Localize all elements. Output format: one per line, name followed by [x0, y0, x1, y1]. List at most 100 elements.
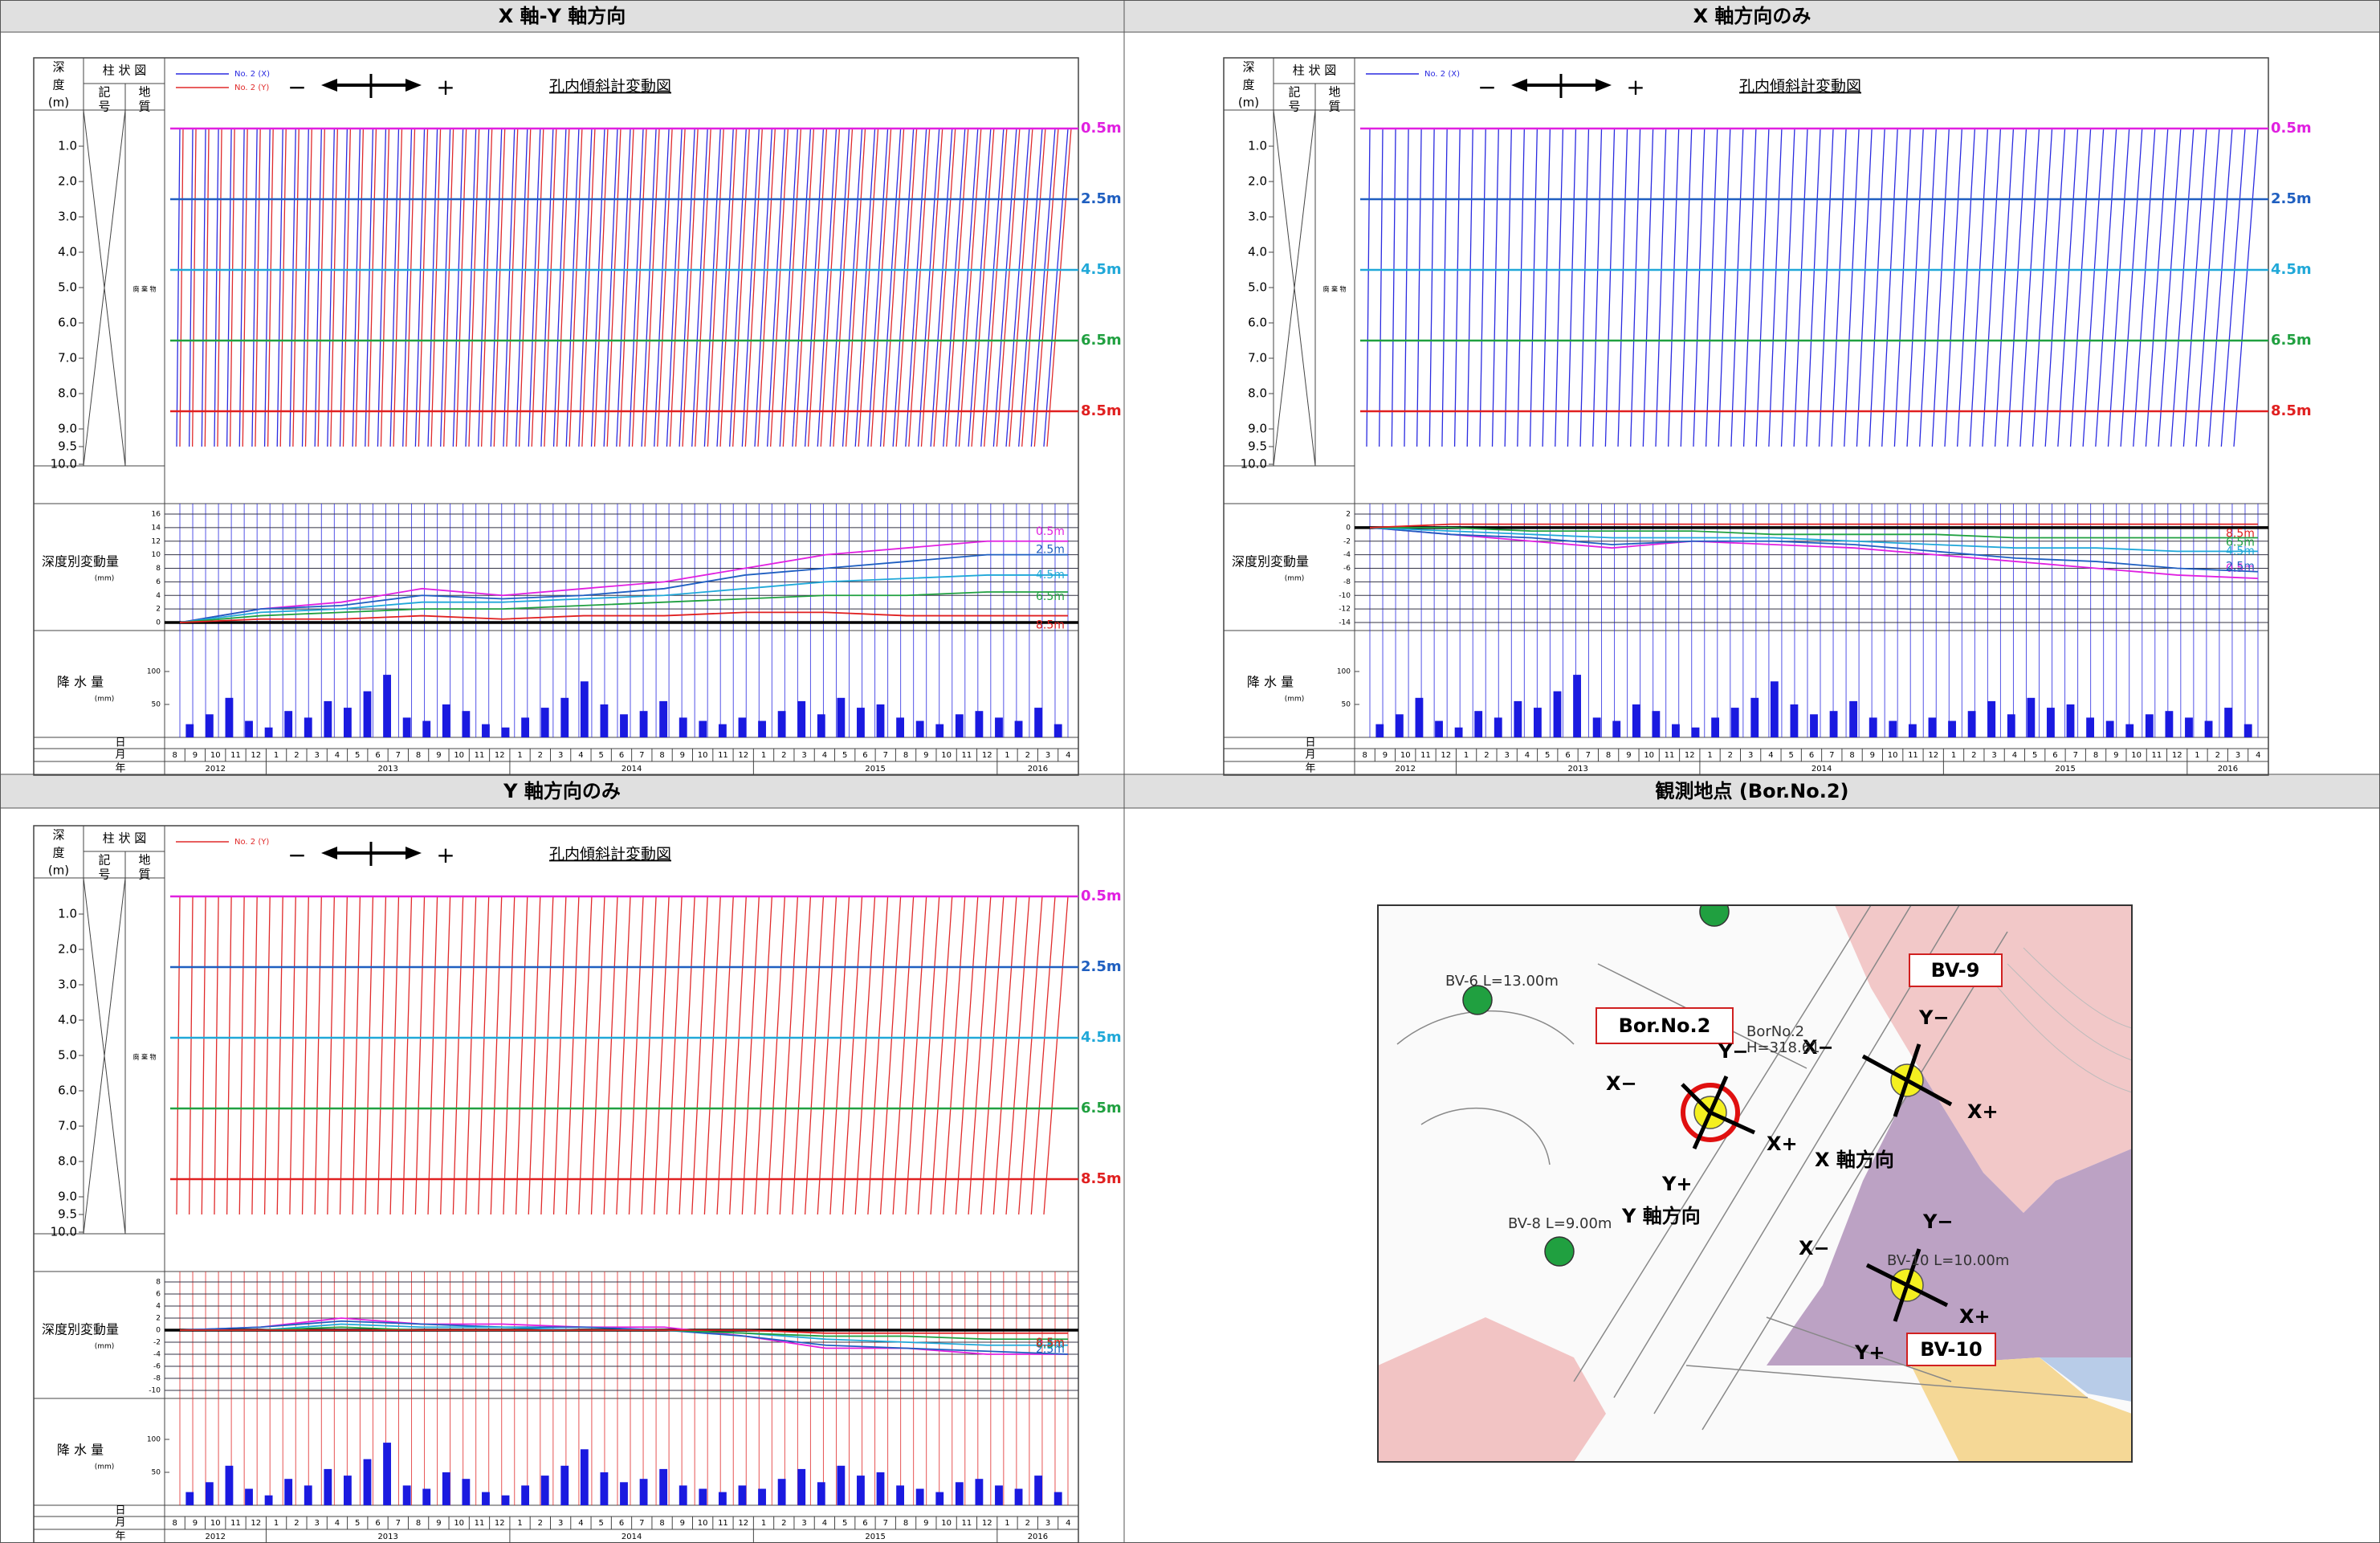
month-label: 8	[659, 1519, 664, 1528]
depth-tick-label: 8.0	[58, 1154, 77, 1169]
y-tick-label: 6	[156, 578, 161, 586]
rain-bar	[1054, 1492, 1062, 1505]
profile-trace	[1480, 129, 1485, 447]
profile-trace	[2196, 129, 2219, 447]
profile-trace	[758, 129, 775, 447]
series-label: 4.5m	[1036, 569, 1065, 582]
year-label: 2013	[1567, 765, 1587, 774]
month-label: 8	[1606, 751, 1611, 760]
month-label: 1	[1005, 751, 1009, 760]
profile-trace	[692, 129, 707, 447]
month-label: 3	[1504, 751, 1509, 760]
borehole	[1700, 897, 1729, 926]
profile-trace	[1505, 129, 1511, 447]
column-header: 深	[52, 60, 64, 75]
rain-bar	[1889, 721, 1897, 738]
rain-bar	[462, 711, 470, 737]
depth-marker-label: 0.5m	[1081, 120, 1122, 137]
y-tick-label: 2	[1346, 511, 1351, 519]
y-tick-label: -6	[1343, 565, 1351, 573]
axis-unit: (mm)	[1285, 575, 1305, 583]
month-label: 7	[396, 1519, 401, 1528]
profile-trace	[541, 129, 553, 447]
month-label: 1	[517, 1519, 522, 1528]
chart-title: 孔内傾斜計変動図	[549, 78, 671, 96]
month-label: 2	[1728, 751, 1733, 760]
row-label: 日	[115, 1505, 125, 1517]
profile-trace	[679, 129, 695, 447]
month-label: 3	[801, 751, 806, 760]
series-label: 8.5m	[2226, 528, 2255, 541]
profile-trace	[730, 896, 747, 1214]
profile-trace	[956, 896, 977, 1214]
month-label: 8	[172, 1519, 177, 1528]
profile-trace	[931, 896, 952, 1214]
profile-trace	[365, 896, 373, 1214]
depth-tick-label: 1.0	[58, 139, 77, 153]
profile-trace	[868, 896, 888, 1214]
rain-bar	[857, 708, 865, 737]
profile-trace	[277, 896, 283, 1214]
profile-trace	[1392, 129, 1396, 447]
profile-trace	[2033, 129, 2052, 447]
profile-trace	[280, 129, 286, 447]
rain-bar	[659, 1469, 667, 1505]
profile-trace	[2045, 129, 2064, 447]
rain-bar	[1554, 692, 1562, 737]
y-tick-label: -6	[153, 1363, 161, 1371]
month-label: 4	[1066, 1519, 1070, 1528]
month-label: 10	[454, 751, 464, 760]
y-tick-label: 14	[152, 524, 161, 532]
column-header: 号	[98, 100, 110, 114]
profile-trace	[1429, 129, 1434, 447]
rain-bar	[1711, 717, 1719, 737]
profile-trace	[277, 129, 283, 447]
profile-trace	[1631, 129, 1640, 447]
column-header: 質	[138, 100, 150, 114]
axis-unit: (mm)	[95, 575, 115, 583]
month-label: 5	[1789, 751, 1794, 760]
row-label: 年	[115, 763, 125, 775]
profile-trace	[569, 129, 582, 447]
profile-trace	[1567, 129, 1575, 447]
chart-title: 孔内傾斜計変動図	[1739, 78, 1861, 96]
profile-trace	[604, 896, 617, 1214]
rain-bar	[896, 1485, 904, 1505]
row-label: 月	[115, 749, 125, 761]
month-label: 11	[475, 751, 485, 760]
rain-bar	[422, 721, 430, 738]
sheet: X 軸-Y 軸方向 X 軸方向のみ Y 軸方向のみ 観測地点 (Bor.No.2…	[0, 0, 2380, 1543]
rain-bar	[857, 1476, 865, 1505]
axis-label: Y−	[1918, 1006, 1950, 1029]
profile-trace	[265, 896, 271, 1214]
rain-bar	[739, 1485, 747, 1505]
depth-tick-label: 2.0	[1248, 174, 1267, 189]
displacement-line	[180, 555, 1068, 623]
depth-tick-label: 1.0	[58, 907, 77, 921]
rain-bar	[226, 698, 234, 737]
column-header: 記	[98, 85, 110, 100]
depth-marker-label: 2.5m	[1081, 190, 1122, 207]
rain-bar	[1015, 1489, 1023, 1506]
profile-trace	[720, 129, 736, 447]
series-label: 8.5m	[1036, 1337, 1065, 1349]
rain-bar	[896, 717, 904, 737]
profile-trace	[2158, 129, 2181, 447]
month-label: 9	[1383, 751, 1388, 760]
month-label: 7	[2073, 751, 2078, 760]
panel-title: 観測地点 (Bor.No.2)	[1656, 780, 1849, 802]
month-label: 12	[1685, 751, 1695, 760]
y-tick-label: 16	[152, 511, 161, 519]
rain-bar	[422, 1489, 430, 1506]
month-label: 3	[1045, 751, 1050, 760]
profile-trace	[303, 129, 309, 447]
y-tick-label: 4	[156, 592, 161, 600]
rain-bar	[560, 1466, 569, 1505]
profile-trace	[855, 129, 874, 447]
y-tick-label: 2	[156, 1315, 161, 1323]
profile-trace	[1580, 129, 1588, 447]
rain-bar	[560, 698, 569, 737]
month-label: 11	[718, 751, 728, 760]
profile-trace	[202, 129, 206, 447]
month-label: 9	[680, 751, 685, 760]
